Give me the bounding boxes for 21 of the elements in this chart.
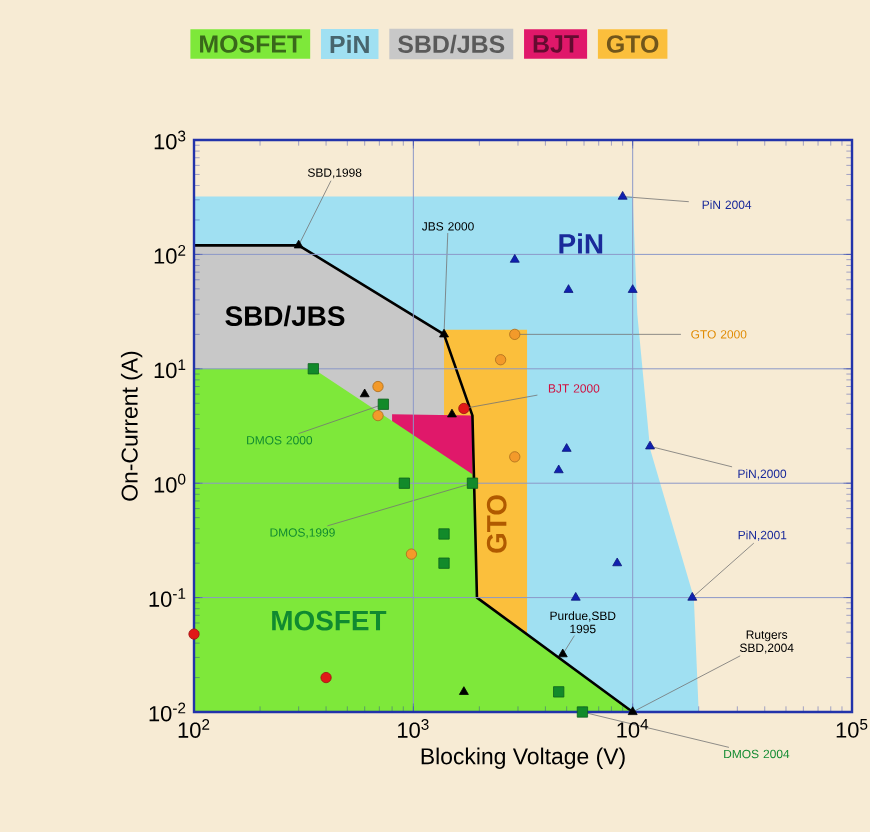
- text: SBD/JBS: [398, 34, 505, 54]
- y-axis-title: On-Current (A): [120, 351, 143, 501]
- x-tick-label: 10$^{4}$: [617, 719, 649, 738]
- annotation: SBD/JBS: [225, 305, 345, 327]
- text: GTO: [606, 35, 659, 53]
- y-tick-label: 10$^{-1}$: [149, 588, 186, 607]
- x-tick-label: 10$^{2}$: [178, 719, 210, 738]
- text: BJT: [533, 35, 579, 53]
- y-tick-label: 10$^{0}$: [154, 473, 186, 493]
- annotation: PiN: [559, 233, 603, 254]
- y-tick-label: 10$^{1}$: [154, 359, 186, 379]
- y-tick-label: 10$^{-2}$: [149, 702, 186, 722]
- text: PiN: [330, 34, 369, 54]
- x-tick-label: 10$^{3}$: [398, 719, 429, 738]
- text: MOSFET: [200, 35, 302, 53]
- y-tick-label: 10$^{3}$: [154, 130, 186, 150]
- y-tick-label: 10$^{2}$: [154, 244, 186, 264]
- x-axis-title: Blocking Voltage (V): [421, 747, 625, 769]
- annotation: MOSFET: [272, 610, 387, 631]
- x-tick-label: 10$^{5}$: [836, 719, 868, 738]
- annotation: GTO: [486, 495, 507, 553]
